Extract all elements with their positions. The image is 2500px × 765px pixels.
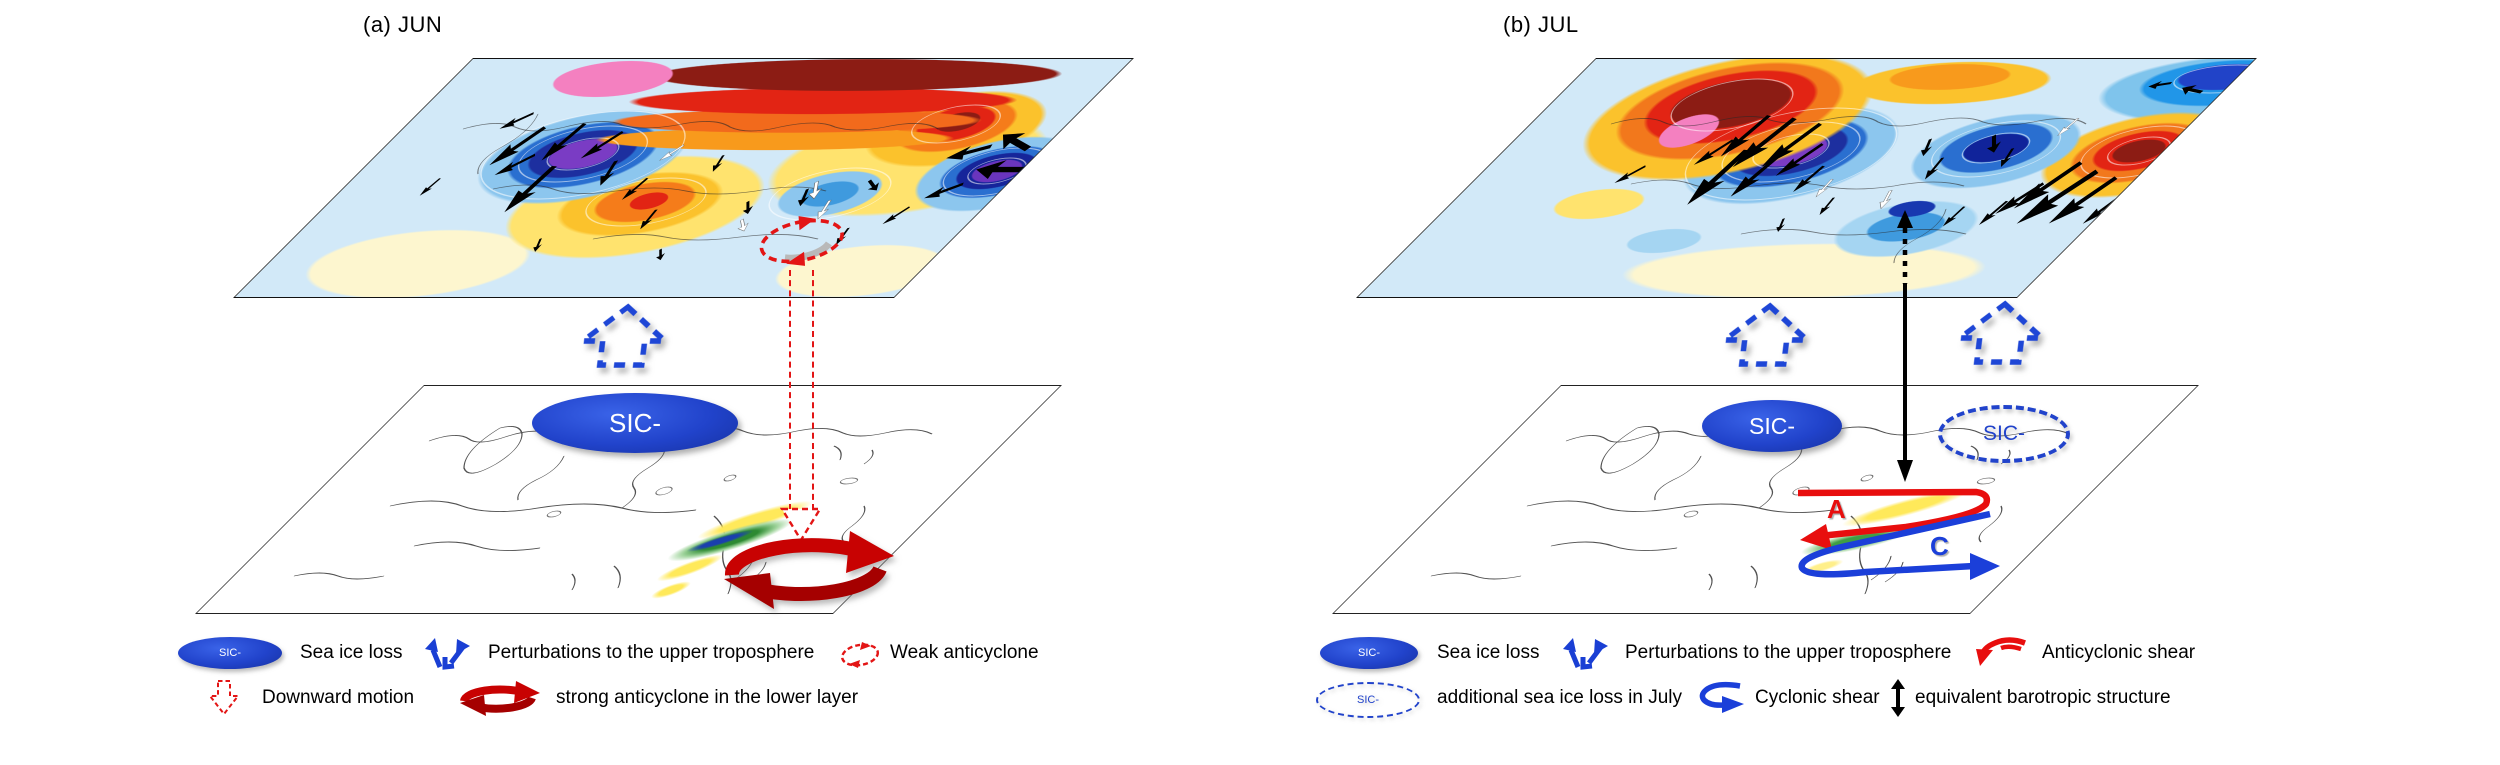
legend-anticyclonic-shear: Anticyclonic shear [2042,642,2196,663]
downward-motion-arrowhead [779,507,823,543]
additional-sic-minus-ellipse: SIC- [1938,405,2070,463]
legend-equivalent-barotropic: equivalent barotropic structure [1915,687,2171,708]
sic-minus-ellipse: SIC- [1702,400,1842,452]
equivalent-barotropic-arrow [1897,210,1913,482]
legend-cyclonic-shear: Cyclonic shear [1755,687,1880,708]
legend-weak-anticyclone: Weak anticyclone [890,642,1039,663]
legend-strong-anticyclone-icon [460,681,540,716]
perturbation-arrows-icon [1563,638,1608,670]
weak-anticyclone-icon [759,216,844,266]
downward-motion-line [812,270,814,510]
legend-barotropic-icon [1891,679,1905,717]
legend-additional-sic-icon: SIC- [1316,682,1420,718]
legend-anticyclonic-shear-icon [1976,637,2026,666]
legend-perturbations: Perturbations to the upper troposphere [1625,642,1952,663]
legend-downward-motion-icon [208,680,240,716]
legend-strong-anticyclone: strong anticyclone in the lower layer [556,687,859,708]
legend-additional-sic-label: SIC- [1357,694,1379,706]
upward-perturbation-arrow-icon [571,302,678,375]
wind-perturbation-arrows [419,112,1066,261]
legend-sic-label: SIC- [1358,647,1380,659]
wind-perturbation-arrows [1614,80,2204,232]
sic-minus-label: SIC- [609,407,661,438]
panel-b-upper-troposphere-map [1356,58,2257,298]
anticyclonic-shear-label: A [1827,494,1846,524]
legend-sic-ellipse-icon: SIC- [178,637,282,669]
panel-a-upper-map-detail [419,104,1066,261]
cyclonic-shear-arrow [1798,510,2000,580]
legend-sea-ice-loss: Sea ice loss [300,642,403,663]
panel-a-title: (a) JUN [363,12,443,37]
panel-b-upper-map-detail [1610,64,2255,264]
legend-sea-ice-loss: Sea ice loss [1437,642,1540,663]
downward-motion-line [789,270,791,510]
panel-b-title: (b) JUL [1503,12,1579,37]
legend-sic-label: SIC- [219,647,241,659]
upward-perturbation-arrow-icon [1948,299,2055,372]
strong-anticyclone-icon [724,531,894,609]
legend-additional-sea-ice: additional sea ice loss in July [1437,687,1683,708]
sic-minus-label: SIC- [1749,412,1795,439]
legend-sic-ellipse-icon: SIC- [1320,637,1418,669]
legend-downward-motion: Downward motion [262,687,415,708]
perturbation-arrows-icon [425,638,470,670]
panel-a-upper-troposphere-map [233,58,1134,298]
anticyclonic-shear-arrow [1797,488,1991,550]
sic-minus-ellipse: SIC- [532,393,738,453]
legend-perturbations: Perturbations to the upper troposphere [488,642,815,663]
legend-weak-anticyclone-icon [840,642,880,668]
upward-perturbation-arrow-icon [1713,301,1820,374]
legend-cyclonic-shear-icon [1699,681,1744,713]
cyclonic-shear-label: C [1930,531,1949,561]
additional-sic-minus-label: SIC- [1983,422,2025,445]
